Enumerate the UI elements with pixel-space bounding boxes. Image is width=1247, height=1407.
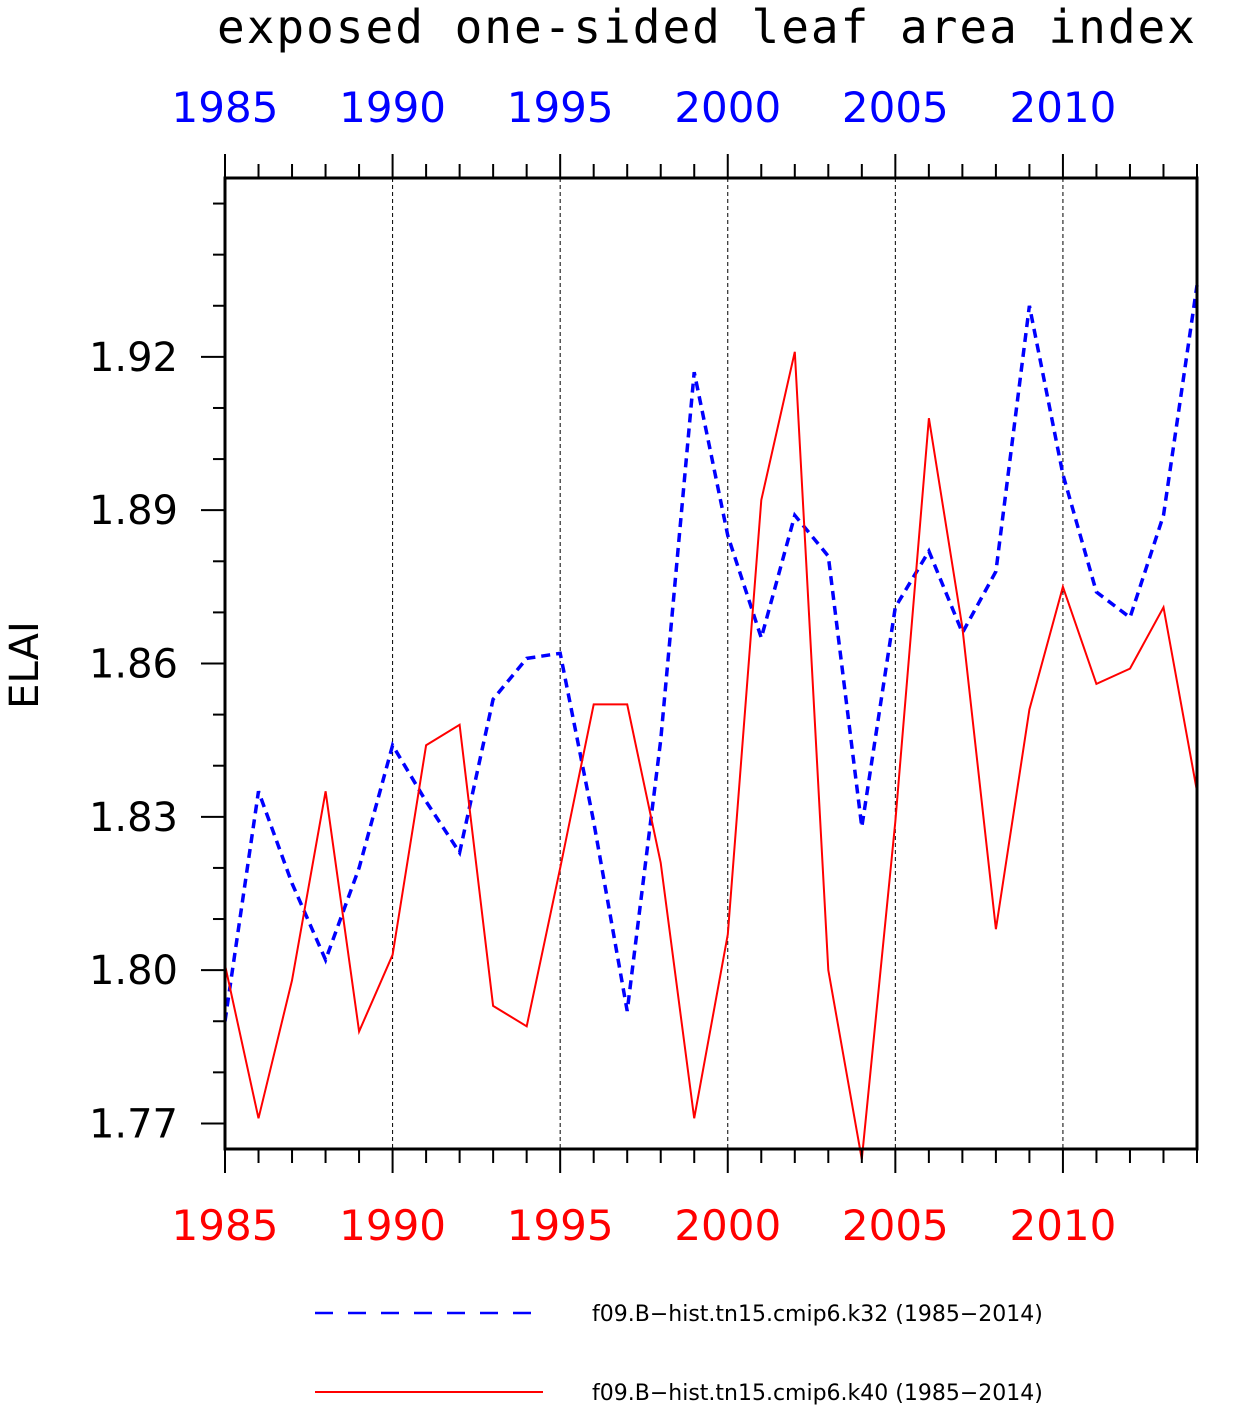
grid-lines — [392, 178, 1064, 1149]
legend-label-1: f09.B−hist.tn15.cmip6.k32 (1985−2014) — [592, 1302, 1043, 1327]
x-top-tick-label: 1990 — [339, 83, 446, 132]
y-tick-label: 1.77 — [89, 1101, 178, 1147]
legend-label-2: f09.B−hist.tn15.cmip6.k40 (1985−2014) — [592, 1381, 1043, 1406]
series-layer — [223, 285, 1199, 1160]
y-tick-label: 1.83 — [89, 795, 178, 841]
y-axis-label: ELAI — [2, 621, 48, 709]
x-bottom-tick-label: 1990 — [339, 1201, 446, 1250]
x-bottom-tick-label: 2010 — [1009, 1201, 1116, 1250]
legend: f09.B−hist.tn15.cmip6.k32 (1985−2014) f09… — [315, 1302, 1043, 1406]
x-bottom-tick-label: 1995 — [507, 1201, 614, 1250]
series-line-1 — [223, 285, 1199, 1022]
x-bottom-tick-label: 2005 — [842, 1201, 949, 1250]
tick-labels: 1985 1985 1990 1990 1995 1995 2000 2000 2005 2005… — [89, 83, 1116, 1250]
series-line-2 — [224, 351, 1198, 1160]
x-top-tick-label: 1995 — [507, 83, 614, 132]
x-top-tick-label: 2005 — [842, 83, 949, 132]
x-bottom-tick-label: 2000 — [674, 1201, 781, 1250]
chart-title: exposed one-sided leaf area index — [217, 0, 1197, 54]
x-top-tick-label: 1985 — [172, 83, 279, 132]
y-tick-label: 1.92 — [89, 335, 178, 381]
y-tick-label: 1.89 — [89, 488, 178, 534]
y-tick-label: 1.86 — [89, 642, 178, 688]
x-top-tick-label: 2000 — [674, 83, 781, 132]
x-top-tick-label: 2010 — [1009, 83, 1116, 132]
x-bottom-tick-label: 1985 — [172, 1201, 279, 1250]
axis-ticks — [201, 154, 1198, 1173]
y-tick-label: 1.80 — [89, 948, 178, 994]
